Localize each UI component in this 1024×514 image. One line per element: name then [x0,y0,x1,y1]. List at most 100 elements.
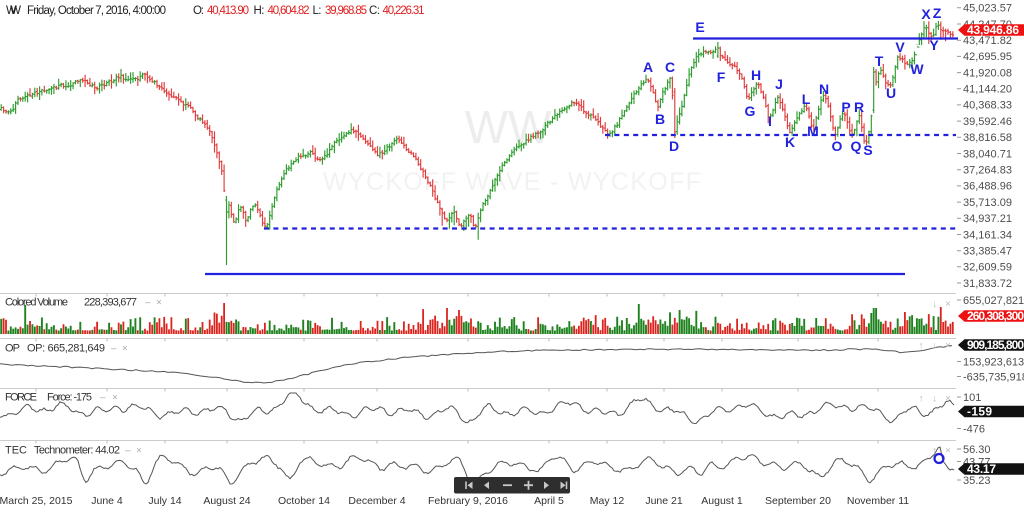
svg-text:Technometer: 44.02: Technometer: 44.02 [34,445,120,457]
svg-text:909,185,800: 909,185,800 [967,338,1024,352]
svg-text:35,713.09: 35,713.09 [963,197,1012,209]
svg-text:O: O [832,138,843,154]
svg-text:M: M [807,123,819,139]
svg-text:–: – [125,446,131,457]
svg-text:34,937.21: 34,937.21 [963,213,1012,225]
svg-text:July 14: July 14 [148,495,181,507]
svg-text:September 20: September 20 [765,495,831,507]
svg-text:×: × [945,446,951,457]
svg-text:P: P [841,99,850,115]
svg-text:Q: Q [851,138,862,154]
svg-text:March 25, 2015: March 25, 2015 [0,495,73,507]
svg-text:G: G [745,103,756,119]
svg-text:43,946.86: 43,946.86 [967,23,1019,37]
svg-text:O:: O: [193,5,204,17]
svg-text:June 4: June 4 [91,495,123,507]
svg-text:↓: ↓ [932,299,937,310]
svg-text:S: S [863,142,872,158]
svg-text:H: H [751,67,761,83]
svg-text:×: × [136,446,142,457]
svg-text:A: A [643,59,653,75]
svg-text:W: W [910,61,924,77]
svg-text:C:: C: [369,5,380,17]
svg-text:×: × [156,298,162,309]
svg-text:December 4: December 4 [348,495,405,507]
svg-text:OP: OP [5,343,20,355]
svg-text:X: X [921,6,931,22]
svg-text:–: – [145,298,151,309]
svg-text:N: N [819,81,829,97]
svg-text:February 9, 2016: February 9, 2016 [428,495,508,507]
svg-text:41,144.20: 41,144.20 [963,84,1012,96]
svg-text:228,393,677: 228,393,677 [84,297,137,309]
svg-text:153,923,613: 153,923,613 [963,356,1024,368]
svg-text:↓: ↓ [932,394,937,405]
svg-text:↑: ↑ [919,394,924,405]
svg-text:34,161.34: 34,161.34 [963,229,1012,241]
svg-text:↓: ↓ [932,341,937,352]
svg-text:May 12: May 12 [590,495,625,507]
svg-text:260,308,300: 260,308,300 [967,309,1024,323]
svg-text:-159: -159 [967,405,992,419]
svg-text:Force: -175: Force: -175 [47,392,92,404]
svg-text:41,920.08: 41,920.08 [963,67,1012,79]
svg-text:101: 101 [963,392,981,404]
svg-text:June 21: June 21 [645,495,683,507]
svg-text:I: I [768,113,772,129]
svg-text:×: × [945,299,951,310]
svg-text:×: × [945,341,951,352]
svg-text:39,968.85: 39,968.85 [325,5,367,17]
svg-text:-635,735,918: -635,735,918 [963,371,1024,383]
svg-text:31,833.72: 31,833.72 [963,278,1012,290]
svg-text:40,368.33: 40,368.33 [963,100,1012,112]
svg-text:FORCE: FORCE [5,392,37,404]
svg-text:–: – [100,393,106,404]
svg-text:WYCKOFF WAVE - WYCKOFF: WYCKOFF WAVE - WYCKOFF [323,168,701,196]
svg-text:L: L [802,91,811,107]
svg-text:T: T [875,53,884,69]
svg-text:655,027,821: 655,027,821 [963,295,1024,307]
svg-text:39,592.46: 39,592.46 [963,116,1012,128]
svg-text:November 11: November 11 [847,495,909,507]
svg-text:E: E [695,19,704,35]
svg-text:40,413.90: 40,413.90 [207,5,249,17]
svg-text:45,023.57: 45,023.57 [963,3,1012,15]
svg-text:WW: WW [6,5,21,17]
svg-text:C: C [665,59,675,75]
svg-text:37,264.83: 37,264.83 [963,165,1012,177]
svg-text:WW: WW [465,101,552,153]
svg-text:August 1: August 1 [701,495,743,507]
svg-text:35.23: 35.23 [963,475,991,487]
svg-text:–: – [111,344,117,355]
svg-text:H:: H: [254,5,265,17]
svg-text:36,488.96: 36,488.96 [963,181,1012,193]
svg-text:F: F [717,69,726,85]
svg-text:U: U [886,85,896,101]
svg-text:Friday, October 7, 2016, 4:00:: Friday, October 7, 2016, 4:00:00 [27,5,166,17]
svg-text:Z: Z [933,5,942,21]
svg-text:R: R [854,99,864,115]
svg-text:56.30: 56.30 [963,444,991,456]
svg-text:L:: L: [313,5,322,17]
svg-text:43,471.82: 43,471.82 [963,35,1012,47]
svg-text:V: V [895,39,905,55]
svg-text:OP: 665,281,649: OP: 665,281,649 [27,343,105,355]
svg-text:April 5: April 5 [534,495,564,507]
svg-text:32,609.59: 32,609.59 [963,262,1012,274]
svg-text:38,040.71: 38,040.71 [963,148,1012,160]
svg-text:Colored Volume: Colored Volume [5,297,68,309]
svg-text:B: B [655,111,665,127]
svg-text:Y: Y [929,37,939,53]
svg-text:42,695.95: 42,695.95 [963,51,1012,63]
svg-text:↑: ↑ [919,341,924,352]
svg-text:D: D [669,138,679,154]
svg-text:×: × [122,344,128,355]
svg-text:J: J [775,76,783,92]
svg-text:K: K [785,134,795,150]
svg-text:TEC: TEC [5,445,27,457]
svg-text:×: × [112,393,118,404]
svg-text:August 24: August 24 [203,495,250,507]
svg-text:40,226.31: 40,226.31 [383,5,425,17]
svg-text:-476: -476 [963,423,985,435]
svg-text:↑: ↑ [932,446,937,457]
